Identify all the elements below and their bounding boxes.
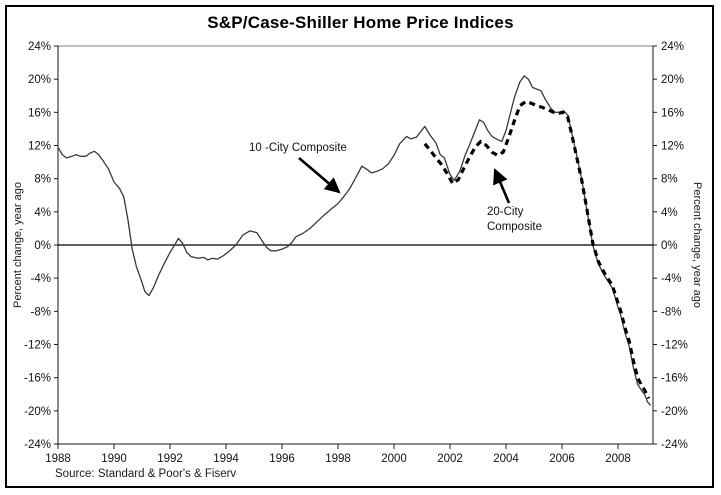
x-tick-label: 2002	[437, 453, 463, 465]
annotation-arrow	[298, 157, 341, 194]
label-20-city-composite: Composite	[487, 221, 542, 233]
x-tick-label: 1998	[325, 453, 351, 465]
y-tick-label-left: 12%	[28, 141, 51, 153]
y-tick-label-right: 24%	[661, 41, 684, 53]
y-tick-label-left: -8%	[31, 306, 51, 318]
y-tick-label-left: 16%	[28, 107, 51, 119]
x-tick-label: 1994	[213, 453, 239, 465]
y-tick-label-left: -24%	[24, 439, 51, 451]
series-line-10-city	[57, 75, 651, 406]
x-tick-label: 1996	[269, 453, 295, 465]
y-tick-label-right: -12%	[661, 340, 688, 352]
y-tick-label-right: -20%	[661, 406, 688, 418]
y-tick-label-right: 0%	[661, 240, 678, 252]
annotation-arrow	[493, 168, 511, 204]
y-tick-label-right: 12%	[661, 141, 684, 153]
x-tick-label: 2004	[493, 453, 519, 465]
x-tick-label: 2000	[381, 453, 407, 465]
chart-title: S&P/Case-Shiller Home Price Indices	[207, 13, 514, 32]
y-tick-label-right: 16%	[661, 107, 684, 119]
x-tick-label: 2006	[549, 453, 575, 465]
y-tick-label-left: 8%	[34, 174, 51, 186]
y-tick-label-right: 4%	[661, 207, 678, 219]
label-20-city-composite: 20-City	[487, 206, 524, 218]
source-note: Source: Standard & Poor's & Fiserv	[55, 468, 237, 480]
y-tick-label-right: 20%	[661, 74, 684, 86]
y-tick-label-right: 8%	[661, 174, 678, 186]
x-tick-label: 2008	[605, 453, 631, 465]
y-tick-label-left: -20%	[24, 406, 51, 418]
y-tick-label-left: -12%	[24, 340, 51, 352]
x-tick-label: 1992	[157, 453, 183, 465]
y-tick-label-left: 4%	[34, 207, 51, 219]
x-tick-label: 1988	[45, 453, 71, 465]
label-10-city-composite: 10 -City Composite	[249, 142, 347, 154]
x-tick-label: 1990	[101, 453, 127, 465]
y-tick-label-right: -8%	[661, 306, 681, 318]
y-tick-label-left: 20%	[28, 74, 51, 86]
series-line-20-city	[423, 99, 651, 400]
y-tick-label-left: 24%	[28, 41, 51, 53]
y-tick-label-right: -4%	[661, 273, 681, 285]
y-tick-label-left: -16%	[24, 373, 51, 385]
y-tick-label-left: -4%	[31, 273, 51, 285]
y-tick-label-left: 0%	[34, 240, 51, 252]
y-tick-label-right: -24%	[661, 439, 688, 451]
y-tick-label-right: -16%	[661, 373, 688, 385]
